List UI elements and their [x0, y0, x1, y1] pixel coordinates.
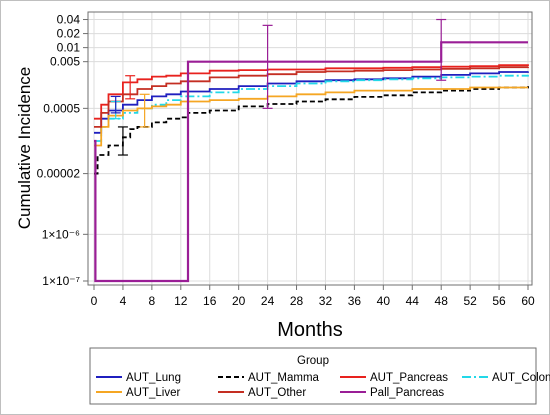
- legend-label: Pall_Pancreas: [370, 387, 444, 399]
- grid: [88, 12, 532, 285]
- legend-box: [89, 347, 537, 405]
- legend-label: AUT_Mamma: [248, 372, 320, 384]
- y-axis-ticks: 1×10⁻⁷ 1×10⁻⁶ 0.00002 0.0005 0.0050.010.020.…: [37, 13, 88, 288]
- legend-label: AUT_Other: [248, 387, 306, 399]
- error-bar-aut-pancreas: [125, 75, 136, 100]
- error-bar-aut-liver: [139, 93, 150, 128]
- y-axis-label: Cumulative Incidence: [15, 67, 34, 230]
- error-bars: [110, 18, 447, 156]
- x-tick-label: 36: [348, 294, 362, 308]
- y-tick-label: 0.01: [57, 41, 81, 55]
- x-tick-label: 24: [261, 294, 275, 308]
- error-bar-aut-mamma: [117, 126, 128, 156]
- legend-item-pall-pancreas: Pall_Pancreas: [340, 387, 444, 399]
- y-tick-label: 1×10⁻⁷: [42, 274, 80, 288]
- error-bar-pall-pancreas: [262, 24, 273, 109]
- x-tick-label: 48: [435, 294, 449, 308]
- y-tick-label: 0.04: [57, 13, 81, 27]
- x-tick-label: 52: [463, 294, 477, 308]
- legend-item-aut-other: AUT_Other: [218, 387, 306, 399]
- y-tick-label: 0.02: [57, 27, 81, 41]
- y-tick-label: 0.005: [50, 55, 80, 69]
- legend: Group AUT_Lung AUT_Mamma AUT_Pancreas AUT_C…: [89, 347, 550, 405]
- legend-label: AUT_Colon: [492, 372, 550, 384]
- x-axis-ticks: 0 4 8 12 16 20 24 28 32 36 40 44 48 52 56 60: [91, 285, 535, 308]
- error-bar-aut-lung: [110, 95, 121, 114]
- legend-item-aut-liver: AUT_Liver: [96, 387, 180, 399]
- x-tick-label: 40: [377, 294, 391, 308]
- legend-label: AUT_Pancreas: [370, 372, 448, 384]
- series-line-aut-mamma: [94, 86, 529, 175]
- y-tick-label: 0.0005: [43, 101, 80, 115]
- plot-area: [87, 11, 533, 286]
- legend-title: Group: [297, 355, 329, 367]
- x-tick-label: 16: [203, 294, 217, 308]
- x-tick-label: 60: [521, 294, 535, 308]
- x-tick-label: 32: [319, 294, 333, 308]
- x-tick-label: 28: [290, 294, 304, 308]
- x-axis-label: Months: [277, 319, 343, 341]
- legend-item-aut-mamma: AUT_Mamma: [218, 372, 320, 384]
- y-tick-label: 0.00002: [37, 167, 81, 181]
- legend-label: AUT_Liver: [126, 387, 180, 399]
- x-tick-label: 20: [232, 294, 246, 308]
- x-tick-label: 8: [149, 294, 156, 308]
- x-tick-label: 44: [406, 294, 420, 308]
- x-tick-label: 0: [91, 294, 98, 308]
- legend-item-aut-colon: AUT_Colon: [462, 372, 550, 384]
- x-tick-label: 12: [174, 294, 188, 308]
- error-bar-pall-pancreas: [436, 18, 447, 81]
- legend-item-aut-lung: AUT_Lung: [96, 372, 181, 384]
- legend-item-aut-pancreas: AUT_Pancreas: [340, 372, 448, 384]
- y-tick-label: 1×10⁻⁶: [42, 227, 80, 241]
- x-tick-label: 56: [492, 294, 506, 308]
- series-line-aut-liver: [94, 86, 528, 147]
- x-tick-label: 4: [120, 294, 127, 308]
- legend-label: AUT_Lung: [126, 372, 181, 384]
